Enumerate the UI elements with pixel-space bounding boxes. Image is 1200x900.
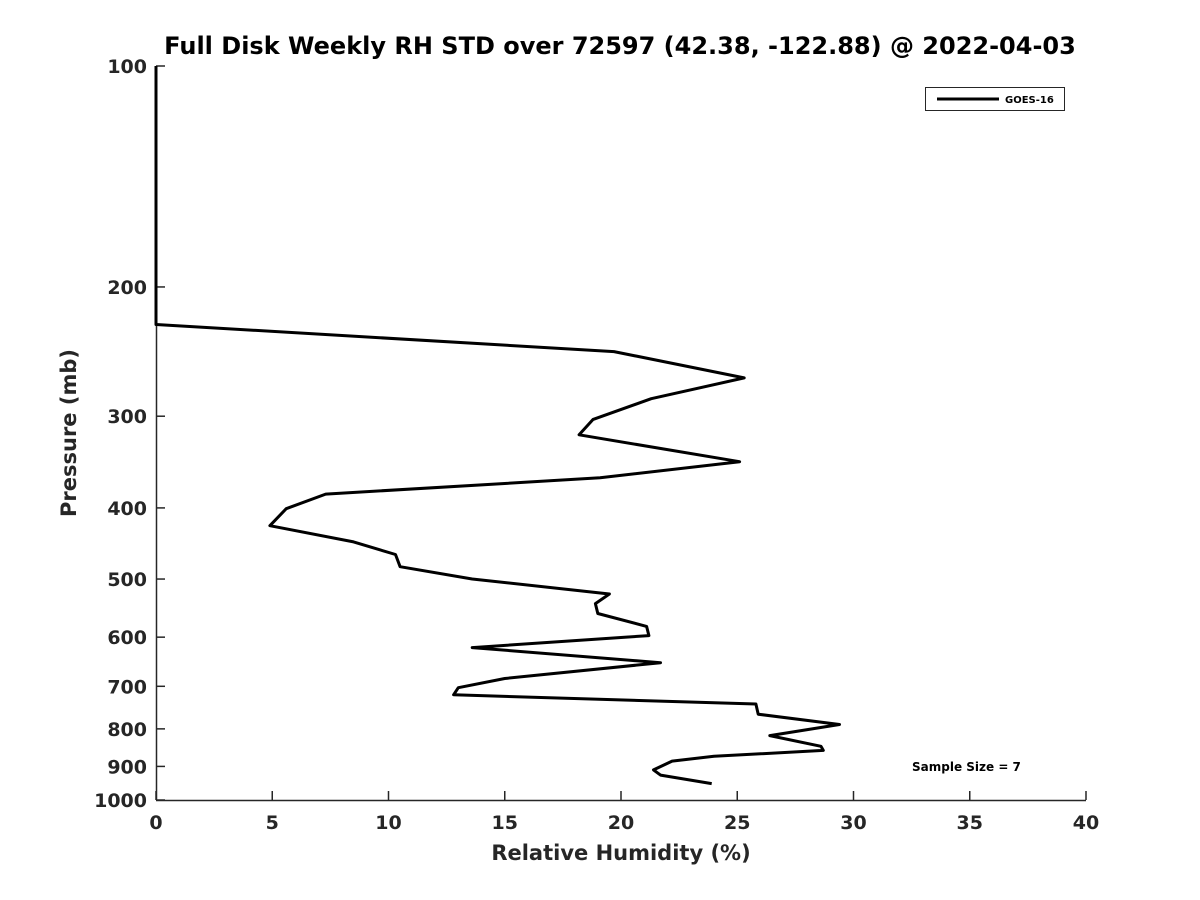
x-tick-label: 35 [957, 812, 983, 834]
y-tick-label: 1000 [94, 790, 147, 812]
x-tick-label: 10 [375, 812, 401, 834]
x-tick-label: 20 [608, 812, 634, 834]
legend: GOES-16 [925, 87, 1065, 111]
x-ticks: 0 5 10 15 20 25 30 35 40 [149, 791, 1099, 834]
y-axis-label: Pressure (mb) [57, 349, 81, 517]
x-axis-label: Relative Humidity (%) [491, 841, 750, 865]
y-tick-label: 400 [107, 498, 147, 520]
x-tick-label: 5 [266, 812, 279, 834]
y-tick-label: 300 [107, 406, 147, 428]
x-tick-label: 0 [149, 812, 162, 834]
y-tick-label: 100 [107, 56, 147, 78]
series-layer [154, 66, 841, 786]
series-line-goes-16 [154, 66, 841, 786]
x-tick-label: 30 [840, 812, 866, 834]
chart-title: Full Disk Weekly RH STD over 72597 (42.3… [164, 32, 1076, 60]
x-tick-label: 15 [492, 812, 518, 834]
x-tick-label: 40 [1073, 812, 1099, 834]
sample-size-annotation: Sample Size = 7 [912, 760, 1021, 774]
y-tick-label: 200 [107, 277, 147, 299]
legend-label-goes-16: GOES-16 [1005, 95, 1054, 106]
y-tick-label: 900 [107, 756, 147, 778]
axes [155, 66, 1086, 802]
y-ticks: 100 200 300 400 500 600 700 800 900 1000 [94, 56, 165, 812]
y-tick-label: 600 [107, 627, 147, 649]
y-tick-label: 500 [107, 569, 147, 591]
y-tick-label: 700 [107, 676, 147, 698]
x-tick-label: 25 [724, 812, 750, 834]
y-tick-label: 800 [107, 719, 147, 741]
